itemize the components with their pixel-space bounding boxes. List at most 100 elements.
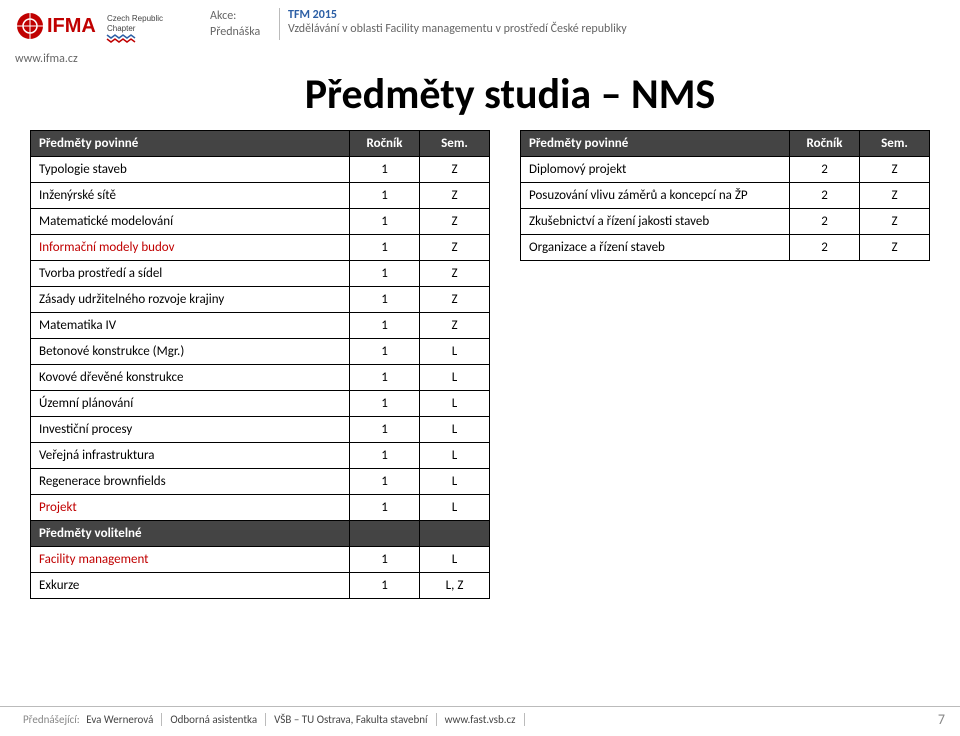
meta-label-lecture: Přednáška <box>210 24 279 40</box>
col-header: Sem. <box>420 131 490 157</box>
cell-sem: L <box>420 417 490 443</box>
cell-name: Facility management <box>31 547 350 573</box>
col-header: Ročník <box>790 131 860 157</box>
cell-name: Zkušebnictví a řízení jakosti staveb <box>521 209 790 235</box>
table-row: Facility management1L <box>31 547 490 573</box>
table-row: Investiční procesy1L <box>31 417 490 443</box>
cell-name: Kovové dřevěné konstrukce <box>31 365 350 391</box>
table-row: Veřejná infrastruktura1L <box>31 443 490 469</box>
svg-text:Chapter: Chapter <box>107 24 136 33</box>
tables-container: Předměty povinné Ročník Sem. Typologie s… <box>0 130 960 599</box>
table-row: Inženýrské sítě1Z <box>31 183 490 209</box>
meta-block: Akce: Přednáška TFM 2015 Vzdělávání v ob… <box>210 8 627 40</box>
cell-sem: Z <box>420 209 490 235</box>
cell-year: 1 <box>350 313 420 339</box>
cell-year: 1 <box>350 157 420 183</box>
slide-footer: Přednášející: Eva Wernerová Odborná asis… <box>0 706 960 728</box>
col-header: Sem. <box>860 131 930 157</box>
footer-role: Odborná asistentka <box>170 713 257 726</box>
cell-name: Tvorba prostředí a sídel <box>31 261 350 287</box>
table-row: Exkurze1L, Z <box>31 573 490 599</box>
cell-year: 1 <box>350 235 420 261</box>
cell-name: Typologie staveb <box>31 157 350 183</box>
cell-sem: Z <box>860 157 930 183</box>
cell-sem: Z <box>420 313 490 339</box>
cell-sem: Z <box>860 209 930 235</box>
meta-event: TFM 2015 <box>288 8 627 22</box>
footer-role-seg: Odborná asistentka <box>162 713 266 726</box>
table-row: Zkušebnictví a řízení jakosti staveb2Z <box>521 209 930 235</box>
cell-sem: L <box>420 443 490 469</box>
table-row: Matematické modelování1Z <box>31 209 490 235</box>
table-row: Typologie staveb1Z <box>31 157 490 183</box>
footer-web-seg: www.fast.vsb.cz <box>437 713 525 726</box>
cell-sem: Z <box>420 157 490 183</box>
cell-year: 1 <box>350 365 420 391</box>
cell-name: Zásady udržitelného rozvoje krajiny <box>31 287 350 313</box>
cell-year: 2 <box>790 209 860 235</box>
table-row: Územní plánování1L <box>31 391 490 417</box>
cell-name: Územní plánování <box>31 391 350 417</box>
col-header: Ročník <box>350 131 420 157</box>
cell-year: 1 <box>350 573 420 599</box>
footer-web: www.fast.vsb.cz <box>445 713 516 726</box>
table-row: Betonové konstrukce (Mgr.)1L <box>31 339 490 365</box>
cell-name: Veřejná infrastruktura <box>31 443 350 469</box>
table-row: Posuzování vlivu záměrů a koncepcí na ŽP… <box>521 183 930 209</box>
left-table: Předměty povinné Ročník Sem. Typologie s… <box>30 130 490 599</box>
table-row: Projekt1L <box>31 495 490 521</box>
cell-name: Organizace a řízení staveb <box>521 235 790 261</box>
section-label: Předměty volitelné <box>31 521 350 547</box>
cell-sem: L <box>420 365 490 391</box>
cell-year: 1 <box>350 261 420 287</box>
meta-labels: Akce: Přednáška <box>210 8 280 40</box>
cell-year: 1 <box>350 209 420 235</box>
cell-name: Matematické modelování <box>31 209 350 235</box>
table-row: Regenerace brownfields1L <box>31 469 490 495</box>
section-empty <box>350 521 420 547</box>
meta-lecture: Vzdělávání v oblasti Facility management… <box>288 22 627 36</box>
cell-year: 1 <box>350 287 420 313</box>
page-title: Předměty studia – NMS <box>0 69 960 120</box>
footer-speaker-label: Přednášející: <box>23 713 80 726</box>
cell-name: Projekt <box>31 495 350 521</box>
cell-sem: L <box>420 469 490 495</box>
ifma-logo-svg: IFMA Czech Republic Chapter <box>15 8 165 50</box>
cell-sem: L <box>420 339 490 365</box>
cell-name: Informační modely budov <box>31 235 350 261</box>
table-row: Matematika IV1Z <box>31 313 490 339</box>
cell-sem: Z <box>420 183 490 209</box>
section-row: Předměty volitelné <box>31 521 490 547</box>
cell-year: 1 <box>350 339 420 365</box>
cell-name: Exkurze <box>31 573 350 599</box>
cell-name: Betonové konstrukce (Mgr.) <box>31 339 350 365</box>
col-header: Předměty povinné <box>31 131 350 157</box>
cell-year: 2 <box>790 157 860 183</box>
cell-sem: Z <box>420 261 490 287</box>
cell-year: 1 <box>350 443 420 469</box>
cell-year: 1 <box>350 495 420 521</box>
slide-header: IFMA Czech Republic Chapter www.ifma.cz … <box>0 0 960 69</box>
svg-text:IFMA: IFMA <box>47 15 96 37</box>
table-header-row: Předměty povinné Ročník Sem. <box>521 131 930 157</box>
page-number: 7 <box>938 711 945 728</box>
cell-name: Inženýrské sítě <box>31 183 350 209</box>
cell-year: 1 <box>350 417 420 443</box>
cell-name: Regenerace brownfields <box>31 469 350 495</box>
meta-values: TFM 2015 Vzdělávání v oblasti Facility m… <box>280 8 627 40</box>
table-row: Zásady udržitelného rozvoje krajiny1Z <box>31 287 490 313</box>
meta-label-event: Akce: <box>210 8 279 24</box>
logo-block: IFMA Czech Republic Chapter www.ifma.cz <box>15 8 210 66</box>
cell-sem: Z <box>860 235 930 261</box>
footer-speaker: Eva Wernerová <box>86 713 153 726</box>
cell-sem: L <box>420 547 490 573</box>
header-url: www.ifma.cz <box>15 52 210 66</box>
cell-sem: L <box>420 391 490 417</box>
footer-org-seg: VŠB – TU Ostrava, Fakulta stavební <box>266 713 436 726</box>
cell-year: 1 <box>350 547 420 573</box>
footer-speaker-seg: Přednášející: Eva Wernerová <box>15 713 162 726</box>
right-table: Předměty povinné Ročník Sem. Diplomový p… <box>520 130 930 261</box>
table-row: Informační modely budov1Z <box>31 235 490 261</box>
table-row: Tvorba prostředí a sídel1Z <box>31 261 490 287</box>
table-row: Kovové dřevěné konstrukce1L <box>31 365 490 391</box>
